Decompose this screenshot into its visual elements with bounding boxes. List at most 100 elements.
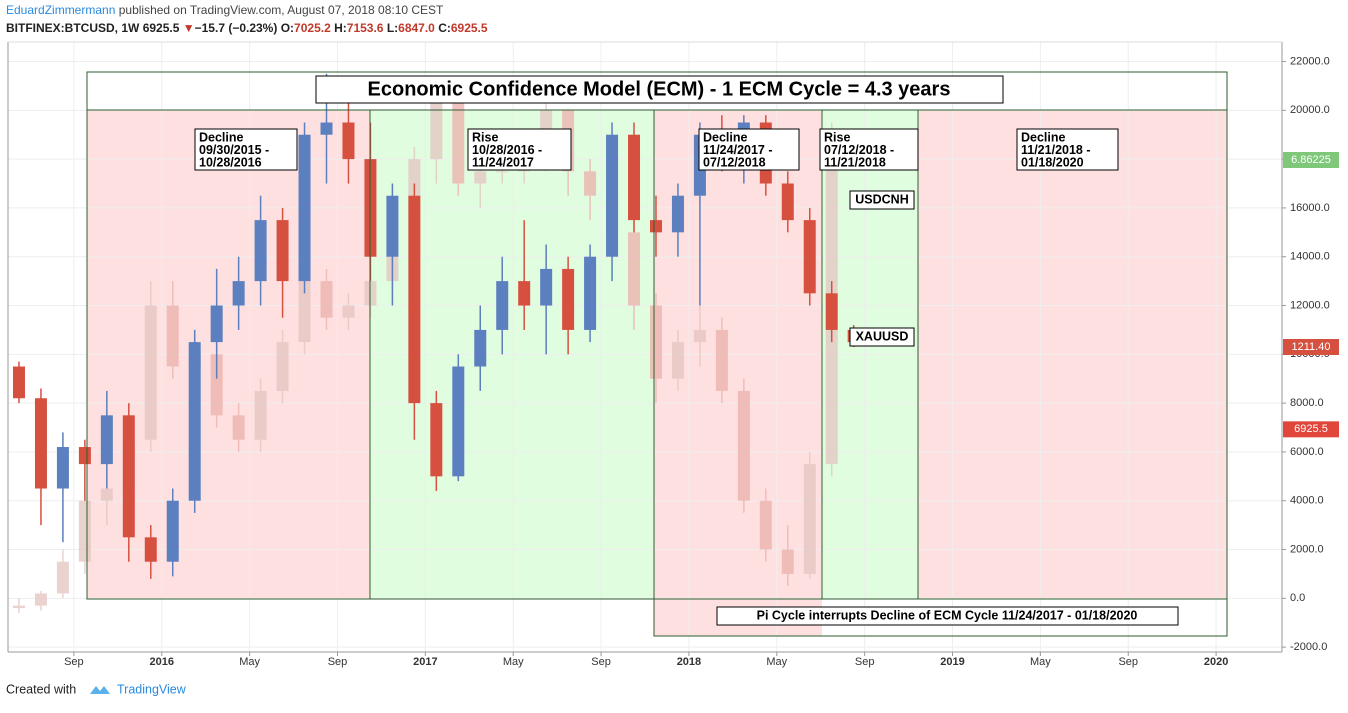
zone-label-box [467, 128, 572, 171]
x-tick-label: 2018 [677, 656, 701, 668]
x-tick-label: Sep [64, 656, 84, 668]
footer-created: Created with [6, 682, 76, 696]
candle-body [320, 122, 333, 135]
x-tick-label: 2019 [940, 656, 964, 668]
logo[interactable] [90, 686, 110, 694]
candle-body [430, 403, 443, 477]
candle-body [210, 305, 223, 343]
zone-label-box [819, 128, 919, 171]
candle-body [628, 134, 641, 221]
candle-body [496, 171, 509, 173]
candle-body [232, 281, 245, 306]
y-tick-label: 22000.0 [1290, 55, 1330, 67]
candle-body [254, 390, 267, 440]
zone-label-box [194, 128, 298, 171]
candle-body [693, 329, 706, 343]
candle-body [78, 500, 91, 562]
change: −15.7 (−0.23%) [195, 21, 278, 35]
x-tick-label: Sep [855, 656, 875, 668]
candle-body [496, 281, 509, 330]
x-tick-label: 2017 [413, 656, 437, 668]
candle-body [342, 305, 355, 318]
candle-body [276, 342, 289, 391]
y-tick-label: 12000.0 [1290, 299, 1330, 311]
y-tick-label: 0.0 [1290, 592, 1305, 604]
y-tick-label: 2000.0 [1290, 543, 1324, 555]
candle-body [144, 537, 157, 562]
candle-body [34, 398, 47, 489]
x-tick-label: Sep [328, 656, 348, 668]
candle-body [584, 171, 597, 196]
x-tick-label: 2020 [1204, 656, 1228, 668]
y-tick-label: 4000.0 [1290, 495, 1324, 507]
y-tick-label: 16000.0 [1290, 202, 1330, 214]
chart-title: Economic Confidence Model (ECM) - 1 ECM … [368, 78, 951, 100]
ohlc-value: 7025.2 [294, 21, 331, 35]
candle-body [430, 98, 443, 160]
x-tick-label: May [503, 656, 524, 668]
zone-label: 10/28/2016 [199, 155, 262, 169]
candle-body [12, 366, 25, 399]
price-label: 6.86225 [1291, 154, 1331, 166]
candle-body [166, 500, 179, 562]
note: Pi Cycle interrupts Decline of ECM Cycle… [757, 608, 1138, 622]
candle-body [759, 500, 772, 550]
zone-label: 01/18/2020 [1021, 155, 1084, 169]
x-tick-label: May [1030, 656, 1051, 668]
candle-body [584, 256, 597, 330]
candle-body [166, 305, 179, 367]
title-box [315, 75, 1004, 104]
candle-body [408, 195, 421, 404]
candle-body [628, 232, 641, 306]
note-box [716, 606, 1179, 626]
published: published on TradingView.com, August 07,… [119, 3, 444, 17]
price-label: 6925.5 [1294, 423, 1328, 435]
candle-body [122, 415, 135, 538]
candle-body [232, 415, 245, 440]
candle-body [737, 390, 750, 501]
y-tick-label: -2000.0 [1290, 641, 1327, 653]
x-tick-label: Sep [591, 656, 611, 668]
ohlc-label: H: [334, 21, 347, 35]
axes: -2000.00.02000.04000.06000.08000.010000.… [7, 41, 1339, 668]
candle-body [452, 366, 465, 477]
zone-frames [86, 71, 1228, 637]
price-label: 1211.40 [1292, 341, 1331, 353]
header-line: EduardZimmermann published on TradingVie… [6, 3, 444, 17]
candle-body [12, 605, 25, 609]
last: 6925.5 [143, 21, 180, 35]
candle-body [671, 195, 684, 233]
footer-brand[interactable]: TradingView [117, 682, 187, 696]
zone-label-box [1016, 128, 1119, 171]
candle-body [649, 305, 662, 379]
symbol-line: BITFINEX:BTCUSD, 1W 6925.5 ▼−15.7 (−0.23… [6, 21, 488, 35]
price-label-bg [1283, 339, 1339, 355]
candle-body [78, 447, 91, 465]
candle-body [562, 268, 575, 330]
candle-body [188, 342, 201, 501]
price-label-bg [1283, 421, 1339, 438]
symbol-box [849, 327, 915, 347]
ohlc-value: 7153.6 [347, 21, 384, 35]
candle-body [803, 220, 816, 294]
candle-body [474, 329, 487, 367]
arrow: ▼ [183, 21, 195, 35]
candle-body [100, 415, 113, 465]
candle-body [320, 281, 333, 318]
zone-label: 07/12/2018 [703, 155, 766, 169]
zone-label: Decline [199, 130, 244, 144]
zone-label: Rise [472, 130, 498, 144]
x-tick-label: 2016 [150, 656, 174, 668]
zone-label: Rise [824, 130, 850, 144]
x-tick-label: Sep [1118, 656, 1138, 668]
candle-body [781, 183, 794, 221]
candle-body [34, 593, 47, 606]
ohlc-label: C: [438, 21, 451, 35]
candle-body [100, 488, 113, 501]
price-label-bg [1283, 152, 1339, 168]
zone-label-box [698, 128, 800, 171]
zone-label: 11/21/2018 [824, 155, 886, 169]
candle-body [276, 220, 289, 282]
author[interactable]: EduardZimmermann [6, 3, 115, 17]
